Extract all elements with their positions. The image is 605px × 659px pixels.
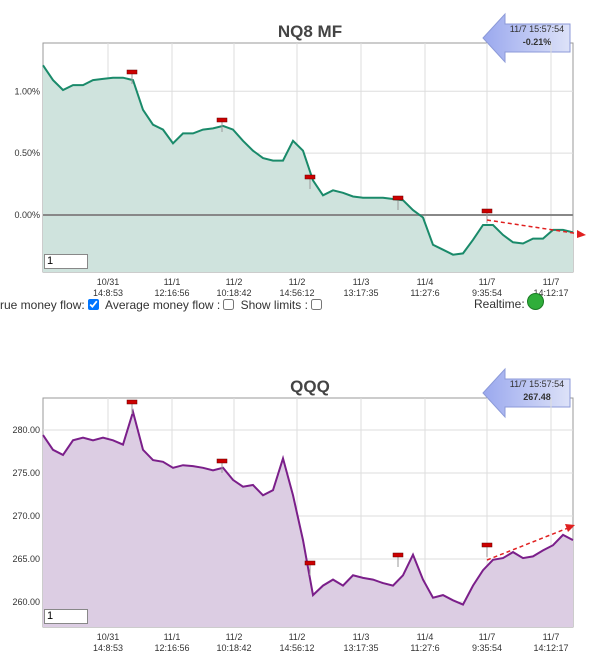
x-tick-sublabel: 13:17:35 <box>343 288 378 298</box>
range-input[interactable]: 1 <box>44 609 88 624</box>
x-tick-sublabel: 12:16:56 <box>154 643 189 653</box>
x-tick-label: 11/4 <box>417 632 434 642</box>
x-tick-label: 10/31 <box>97 632 120 642</box>
x-tick-label: 11/1 <box>164 277 181 287</box>
y-tick-label: 265.00 <box>12 554 40 564</box>
control-label: Average money flow : <box>105 297 221 312</box>
marker-flag <box>481 208 493 214</box>
line <box>42 64 574 256</box>
x-tick-sublabel: 9:35:54 <box>472 288 502 298</box>
callout <box>482 12 571 64</box>
x-tick-sublabel: 10:18:42 <box>216 288 251 298</box>
x-tick-sublabel: 14:56:12 <box>279 288 314 298</box>
checkbox[interactable] <box>310 299 322 311</box>
x-tick-sublabel: 10:18:42 <box>216 643 251 653</box>
x-tick-label: 11/2 <box>226 632 243 642</box>
y-tick-label: 0.50% <box>14 148 40 158</box>
y-tick-label: 0.00% <box>14 210 40 220</box>
x-tick-sublabel: 14:12:17 <box>533 288 568 298</box>
x-tick-sublabel: 14:8:53 <box>93 643 123 653</box>
chart-title: NQ8 MF <box>278 22 342 41</box>
area <box>43 411 573 627</box>
marker-flag <box>304 560 316 566</box>
y-tick-label: 260.00 <box>12 597 40 607</box>
x-tick-label: 11/4 <box>417 277 434 287</box>
trend-arrow-head <box>565 524 575 532</box>
x-tick-label: 11/2 <box>289 632 306 642</box>
x-tick-label: 11/3 <box>353 277 370 287</box>
x-tick-sublabel: 14:56:12 <box>279 643 314 653</box>
x-tick-label: 11/3 <box>353 632 370 642</box>
callout-time: 11/7 15:57:54 <box>510 379 564 389</box>
callout-value: -0.21% <box>523 37 552 47</box>
x-tick-sublabel: 11:27:6 <box>410 643 439 653</box>
x-tick-label: 10/31 <box>97 277 120 287</box>
marker-flag <box>126 69 138 75</box>
x-tick-sublabel: 13:17:35 <box>343 643 378 653</box>
line <box>42 408 574 606</box>
trend-arrow <box>486 219 581 235</box>
trend-arrow <box>486 527 569 561</box>
x-tick-sublabel: 12:16:56 <box>154 288 189 298</box>
checkbox[interactable] <box>223 299 235 311</box>
control-label: Show limits : <box>240 297 308 312</box>
x-tick-label: 11/2 <box>226 277 243 287</box>
control-label: rue money flow: <box>0 297 85 312</box>
control-label: Realtime: <box>474 297 525 311</box>
x-tick-label: 11/7 <box>543 632 560 642</box>
marker-flag <box>481 542 493 548</box>
realtime-indicator[interactable] <box>527 293 544 310</box>
checkbox[interactable] <box>87 299 99 311</box>
x-tick-sublabel: 9:35:54 <box>472 643 502 653</box>
marker-flag <box>392 552 404 558</box>
range-input[interactable]: 1 <box>44 254 88 269</box>
y-tick-label: 275.00 <box>12 468 40 478</box>
callout <box>482 367 571 419</box>
x-tick-sublabel: 14:12:17 <box>533 643 568 653</box>
marker-flag <box>304 174 316 180</box>
x-tick-label: 11/7 <box>479 632 496 642</box>
marker-flag <box>216 117 228 123</box>
controls: rue money flow: Average money flow : Sho… <box>0 293 544 312</box>
trend-arrow-head <box>577 230 586 238</box>
callout-value: 267.48 <box>523 392 551 402</box>
marker-flag <box>392 195 404 201</box>
chart-title: QQQ <box>290 377 330 396</box>
marker-flag <box>216 458 228 464</box>
y-tick-label: 1.00% <box>14 86 40 96</box>
x-tick-sublabel: 14:8:53 <box>93 288 123 298</box>
callout-time: 11/7 15:57:54 <box>510 24 564 34</box>
x-tick-label: 11/2 <box>289 277 306 287</box>
x-tick-label: 11/7 <box>479 277 496 287</box>
marker-flag <box>126 399 138 405</box>
x-tick-sublabel: 11:27:6 <box>410 288 439 298</box>
x-tick-label: 11/7 <box>543 277 560 287</box>
y-tick-label: 280.00 <box>12 425 40 435</box>
y-tick-label: 270.00 <box>12 511 40 521</box>
x-tick-label: 11/1 <box>164 632 181 642</box>
